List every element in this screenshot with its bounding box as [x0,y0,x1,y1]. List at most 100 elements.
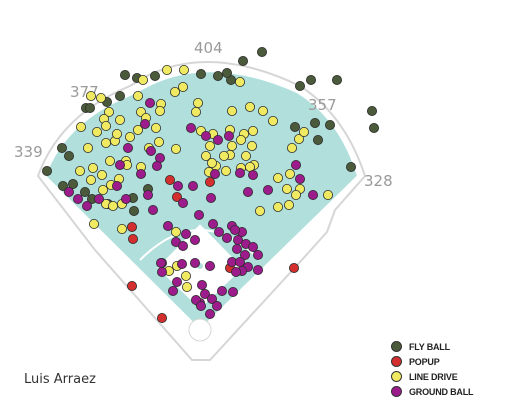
point-line-drive [75,165,86,176]
point-line-drive [246,140,257,151]
point-fly-ball [120,70,131,81]
point-ground-ball [180,228,191,239]
point-line-drive [137,75,148,86]
point-ground-ball [230,266,241,277]
fence-distance-left-line: 339 [14,143,43,161]
point-fly-ball [212,71,223,82]
point-ground-ball [212,134,223,145]
point-ground-ball [73,193,84,204]
point-fly-ball [331,75,342,86]
point-ground-ball [167,285,178,296]
point-line-drive [281,183,292,194]
point-fly-ball [115,91,126,102]
point-ground-ball [206,293,217,304]
point-line-drive [86,91,97,102]
point-ground-ball [172,180,183,191]
point-line-drive [180,270,191,281]
point-line-drive [272,201,283,212]
player-name: Luis Arraez [24,372,96,387]
point-line-drive [96,93,107,104]
point-line-drive [234,77,245,88]
point-ground-ball [262,184,273,195]
point-line-drive [220,165,231,176]
point-ground-ball [142,189,153,200]
point-line-drive [244,102,255,113]
point-line-drive [293,133,304,144]
point-line-drive [290,189,301,200]
point-ground-ball [156,266,167,277]
fence-distance-right-line: 328 [364,172,393,190]
point-line-drive [132,125,143,136]
point-ground-ball [82,200,93,211]
point-ground-ball [234,256,245,267]
point-ground-ball [139,119,150,130]
point-line-drive [98,184,109,195]
point-line-drive [97,169,108,180]
point-ground-ball [189,234,200,245]
point-line-drive [83,142,94,153]
point-line-drive [177,82,188,93]
point-ground-ball [223,130,234,141]
home-plate-circle [188,318,212,342]
legend-item-line-drive: LINE DRIVE [391,369,473,384]
fence-distance-center: 404 [194,39,223,57]
point-ground-ball [227,286,238,297]
point-line-drive [286,142,297,153]
point-line-drive [322,189,333,200]
point-line-drive [204,140,215,151]
legend-label-fly-ball: FLY BALL [409,341,450,352]
point-ground-ball [171,276,182,287]
point-line-drive [101,121,112,132]
point-line-drive [206,157,217,168]
point-popup [127,280,138,291]
point-line-drive [117,223,128,234]
point-popup [156,312,167,323]
point-ground-ball [199,288,210,299]
point-line-drive [112,128,123,139]
point-line-drive [154,106,165,117]
outfield-wall-outline [36,61,367,361]
point-line-drive [125,131,136,142]
point-ground-ball [307,189,318,200]
point-line-drive [88,162,99,173]
point-line-drive [150,123,161,134]
point-ground-ball [135,168,146,179]
point-line-drive [178,65,189,76]
point-line-drive [247,126,258,137]
point-line-drive [105,155,116,166]
point-line-drive [108,200,119,211]
legend-item-fly-ball: FLY BALL [391,339,473,354]
point-line-drive [153,136,164,147]
point-ground-ball [147,204,158,215]
point-ground-ball [193,209,204,220]
point-ground-ball [145,145,156,156]
point-line-drive [170,226,181,237]
point-line-drive [89,218,100,229]
legend-swatch-popup [391,356,402,367]
fence-distance-right-center: 357 [308,96,337,114]
point-line-drive [169,87,180,98]
point-ground-ball [162,220,173,231]
legend-swatch-ground-ball [391,386,402,397]
point-line-drive [283,199,294,210]
legend-label-line-drive: LINE DRIVE [409,371,458,382]
point-fly-ball [57,142,68,153]
point-ground-ball [195,300,206,311]
point-ground-ball [239,249,250,260]
point-fly-ball [68,178,79,189]
point-line-drive [284,168,295,179]
batted-ball-points [42,47,379,323]
point-fly-ball [80,186,91,197]
point-line-drive [200,150,211,161]
point-ground-ball [207,218,218,229]
point-ground-ball [177,240,188,251]
point-ground-ball [252,264,263,275]
point-ground-ball [176,258,187,269]
point-ground-ball [189,257,200,268]
point-line-drive [226,140,237,151]
point-ground-ball [229,224,240,235]
point-popup [127,221,138,232]
point-ground-ball [213,226,224,237]
legend-item-popup: POPUP [391,354,473,369]
